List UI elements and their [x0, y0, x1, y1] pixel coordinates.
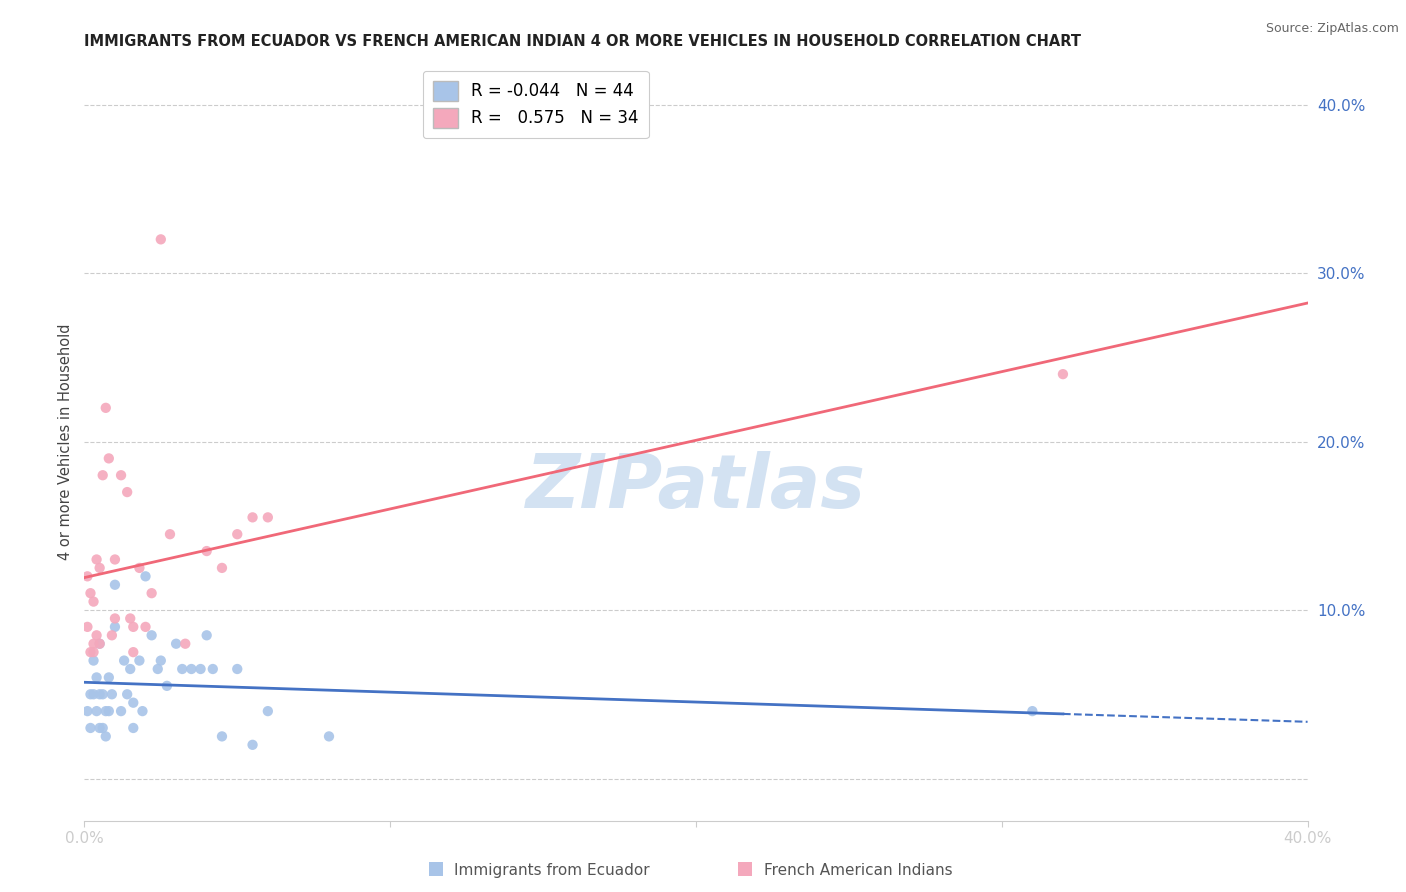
Point	[180, 662, 202, 676]
Point	[242, 738, 264, 752]
Point	[201, 662, 224, 676]
Point	[101, 687, 124, 701]
Point	[110, 468, 132, 483]
Point	[149, 654, 172, 668]
Point	[76, 569, 98, 583]
Point	[190, 662, 212, 676]
Point	[211, 730, 233, 744]
Point	[79, 687, 101, 701]
Point	[83, 654, 105, 668]
Point	[104, 611, 127, 625]
Point	[89, 721, 111, 735]
Point	[122, 696, 145, 710]
Text: Immigrants from Ecuador: Immigrants from Ecuador	[454, 863, 650, 878]
Point	[97, 670, 120, 684]
Text: ZIPatlas: ZIPatlas	[526, 450, 866, 524]
Point	[135, 569, 157, 583]
Point	[159, 527, 181, 541]
Text: French American Indians: French American Indians	[763, 863, 952, 878]
Point	[195, 544, 218, 558]
Point	[104, 620, 127, 634]
Point	[94, 704, 117, 718]
Point	[76, 620, 98, 634]
Point	[97, 704, 120, 718]
Point	[226, 527, 249, 541]
Point	[110, 704, 132, 718]
Point	[94, 730, 117, 744]
Text: IMMIGRANTS FROM ECUADOR VS FRENCH AMERICAN INDIAN 4 OR MORE VEHICLES IN HOUSEHOL: IMMIGRANTS FROM ECUADOR VS FRENCH AMERIC…	[84, 34, 1081, 49]
Point	[122, 645, 145, 659]
Point	[79, 645, 101, 659]
Point	[89, 637, 111, 651]
Y-axis label: 4 or more Vehicles in Household: 4 or more Vehicles in Household	[58, 323, 73, 560]
Point	[156, 679, 179, 693]
Point	[112, 654, 135, 668]
Point	[257, 704, 280, 718]
Point	[86, 704, 108, 718]
Point	[128, 654, 150, 668]
Point	[242, 510, 264, 524]
Point	[89, 637, 111, 651]
Point	[86, 670, 108, 684]
Point	[165, 637, 187, 651]
Legend: R = -0.044   N = 44, R =   0.575   N = 34: R = -0.044 N = 44, R = 0.575 N = 34	[423, 70, 648, 138]
Point	[86, 552, 108, 566]
Point	[91, 687, 114, 701]
Point	[91, 721, 114, 735]
Point	[89, 561, 111, 575]
Point	[115, 687, 138, 701]
Point	[120, 662, 142, 676]
Point	[128, 561, 150, 575]
Point	[83, 637, 105, 651]
Point	[83, 687, 105, 701]
Point	[83, 645, 105, 659]
Point	[101, 628, 124, 642]
Point	[120, 611, 142, 625]
Text: Source: ZipAtlas.com: Source: ZipAtlas.com	[1265, 22, 1399, 36]
Point	[79, 721, 101, 735]
Point	[172, 662, 194, 676]
Point	[115, 485, 138, 500]
Point	[141, 586, 163, 600]
Point	[257, 510, 280, 524]
Point	[141, 628, 163, 642]
Point	[86, 628, 108, 642]
Point	[211, 561, 233, 575]
Point	[104, 552, 127, 566]
Point	[122, 620, 145, 634]
Point	[1021, 704, 1043, 718]
Point	[83, 594, 105, 608]
Point	[94, 401, 117, 415]
Point	[195, 628, 218, 642]
Point	[91, 468, 114, 483]
Point	[79, 586, 101, 600]
Point	[174, 637, 197, 651]
Point	[122, 721, 145, 735]
Point	[149, 232, 172, 246]
Point	[131, 704, 153, 718]
Point	[135, 620, 157, 634]
Point	[226, 662, 249, 676]
Point	[76, 704, 98, 718]
Point	[97, 451, 120, 466]
Point	[104, 578, 127, 592]
Point	[89, 687, 111, 701]
Point	[146, 662, 169, 676]
Point	[1052, 367, 1074, 381]
Point	[318, 730, 340, 744]
